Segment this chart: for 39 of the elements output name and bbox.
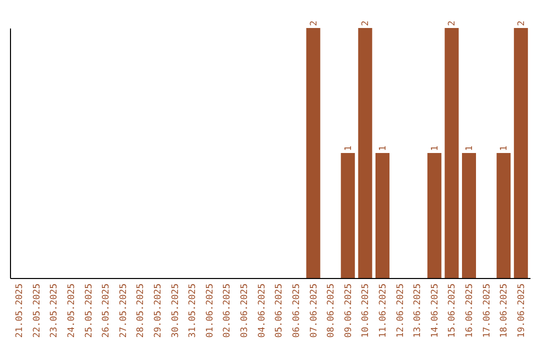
x-tick-label: 16.06.2025: [465, 284, 475, 338]
x-tick-label: 30.05.2025: [170, 284, 181, 338]
x-tick-label: 07.06.2025: [309, 284, 320, 338]
data-label: 1: [430, 146, 440, 151]
x-tick-label: 25.05.2025: [84, 284, 94, 338]
data-label: 2: [516, 20, 527, 26]
x-tick-label: 08.06.2025: [326, 284, 337, 338]
x-tick-label: 12.06.2025: [396, 284, 406, 338]
x-tick-label: 14.06.2025: [430, 284, 440, 338]
data-label: 1: [465, 146, 475, 151]
x-tick-label: 24.05.2025: [67, 284, 77, 338]
x-tick-label: 13.06.2025: [413, 284, 424, 338]
x-tick-label: 28.05.2025: [136, 284, 146, 338]
x-tick-label: 19.06.2025: [516, 284, 527, 338]
x-tick-label: 11.06.2025: [378, 284, 388, 338]
x-tick-label: 03.06.2025: [240, 284, 250, 338]
x-tick-label: 02.06.2025: [222, 284, 233, 338]
x-tick-label: 31.05.2025: [188, 284, 198, 338]
data-label: 2: [361, 20, 372, 26]
x-tick-label: 23.05.2025: [50, 284, 60, 338]
x-tick-label: 15.06.2025: [448, 284, 458, 338]
x-tick-label: 05.06.2025: [274, 284, 285, 338]
x-tick-label: 22.05.2025: [32, 284, 42, 338]
x-tick-label: 17.06.2025: [482, 284, 492, 338]
x-tick-label: 09.06.2025: [344, 284, 354, 338]
data-label: 2: [448, 20, 458, 26]
data-label: 1: [378, 146, 388, 151]
x-tick-label: 01.06.2025: [205, 284, 216, 338]
x-tick-label: 21.05.2025: [15, 284, 26, 338]
x-tick-label: 27.05.2025: [118, 284, 129, 338]
x-tick-label: 10.06.2025: [361, 284, 372, 338]
x-tick-label: 18.06.2025: [500, 284, 510, 338]
x-tick-label: 26.05.2025: [102, 284, 112, 338]
data-label: 1: [344, 146, 354, 151]
x-tick-label: 06.06.2025: [292, 284, 302, 338]
data-label: 1: [500, 146, 510, 151]
data-label: 2: [309, 20, 320, 26]
x-tick-label: 04.06.2025: [257, 284, 268, 338]
x-tick-label: 29.05.2025: [154, 284, 164, 338]
